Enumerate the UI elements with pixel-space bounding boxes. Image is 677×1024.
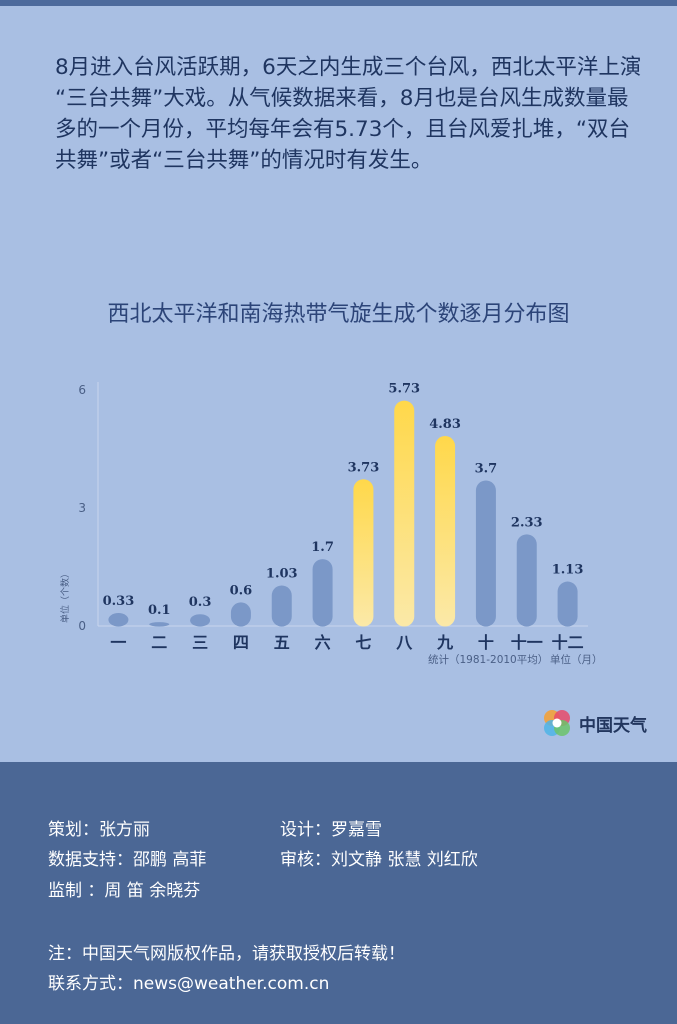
credits-footer: 策划：张方丽 设计：罗嘉雪 数据支持：邵鹏 高菲 审核：刘文静 张慧 刘红欣 监…: [0, 762, 677, 1024]
data-label: 0.33: [103, 594, 135, 609]
x-tick-label: 九: [436, 633, 453, 652]
data-label: 5.73: [388, 382, 420, 397]
data-label: 0.1: [148, 603, 171, 618]
copyright-note: 注：中国天气网版权作品，请获取授权后转载！: [48, 944, 405, 964]
bar-十: [475, 480, 496, 627]
data-label: 3.7: [475, 461, 498, 476]
y-tick-label: 6: [78, 383, 86, 397]
data-label: 1.03: [266, 566, 298, 581]
y-tick-label: 0: [78, 619, 86, 633]
y-axis-title: 单位（个数）: [59, 569, 71, 623]
credit-design: 设计：罗嘉雪: [280, 820, 382, 840]
data-label: 1.7: [311, 540, 334, 555]
x-tick-label: 十一: [511, 633, 543, 652]
logo-text: 中国天气: [579, 715, 647, 736]
x-tick-label: 七: [355, 633, 371, 652]
contact-info: 联系方式：news@weather.com.cn: [48, 974, 330, 994]
bar-四: [230, 602, 251, 627]
chart-title: 西北太平洋和南海热带气旋生成个数逐月分布图: [107, 302, 570, 327]
bar-五: [271, 585, 292, 627]
data-label: 4.83: [429, 417, 461, 432]
bar-九: [435, 436, 456, 627]
x-tick-label: 十: [478, 633, 494, 652]
weather-logo-icon: [544, 710, 570, 736]
data-label: 0.6: [230, 583, 253, 598]
bar-六: [312, 559, 333, 627]
credit-supervision: 监制 ：周 笛 余晓芬: [48, 881, 201, 901]
bar-chart: 0 3 6 0.33 一 0.1 二 0.3 三 0.6 四 1.03 五 1.7 六 3.73 七 5.73 八…: [59, 382, 603, 666]
bar-二: [149, 622, 170, 627]
x-tick-label: 四: [233, 633, 249, 652]
data-label: 0.3: [189, 595, 212, 610]
credit-review: 审核：刘文静 张慧 刘红欣: [280, 850, 478, 870]
x-tick-label: 八: [395, 633, 413, 652]
logo: 中国天气: [541, 706, 647, 740]
data-label: 3.73: [348, 460, 380, 475]
data-label: 1.13: [552, 563, 584, 578]
x-tick-label: 三: [192, 633, 208, 652]
data-label: 2.33: [511, 515, 543, 530]
bar-一: [108, 613, 129, 627]
intro-paragraph: 8月进入台风活跃期，6天之内生成三个台风，西北太平洋上演 “三台共舞”大戏。从气…: [55, 55, 642, 173]
x-tick-label: 十二: [552, 633, 584, 652]
bar-八: [394, 400, 415, 627]
x-tick-label: 二: [151, 633, 167, 652]
x-tick-label: 五: [274, 633, 290, 652]
bar-七: [353, 479, 374, 627]
source-note: 统计（1981-2010平均）: [428, 653, 548, 666]
top-band: [0, 0, 677, 6]
credit-data-support: 数据支持：邵鹏 高菲: [48, 850, 207, 870]
bar-十一: [516, 534, 537, 627]
y-tick-label: 3: [78, 501, 86, 515]
bar-十二: [557, 581, 578, 627]
bar-三: [190, 614, 211, 627]
credit-planning: 策划：张方丽: [48, 820, 150, 840]
x-tick-label: 六: [315, 633, 331, 652]
unit-note: 单位（月）: [550, 653, 603, 666]
x-tick-label: 一: [110, 633, 126, 652]
